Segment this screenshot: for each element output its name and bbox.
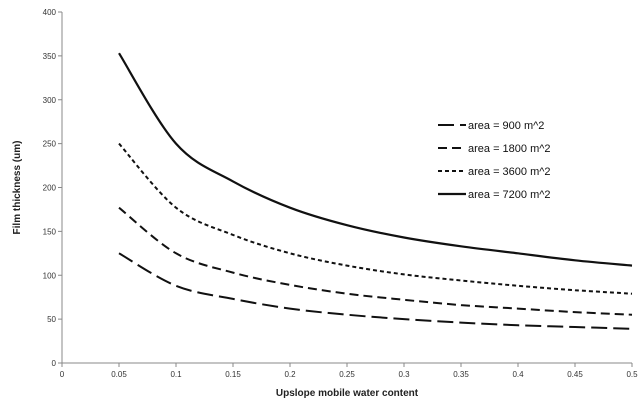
y-tick-label: 300	[43, 96, 57, 105]
series-line-2	[118, 206, 633, 316]
y-tick-label: 0	[52, 359, 57, 368]
y-tick-label: 100	[43, 271, 57, 280]
y-tick-label: 400	[43, 8, 57, 17]
x-tick-label: 0.25	[339, 370, 355, 379]
x-tick-label: 0.45	[567, 370, 583, 379]
series-line-4	[118, 52, 633, 267]
x-tick-label: 0.1	[170, 370, 182, 379]
x-tick-label: 0.4	[512, 370, 524, 379]
x-tick-label: 0.2	[284, 370, 296, 379]
legend-label-3: area = 3600 m^2	[468, 166, 551, 178]
y-axis-title: Film thickness (um)	[12, 141, 23, 235]
plot-series	[118, 52, 633, 330]
series-line-3	[118, 142, 633, 295]
legend-label-4: area = 7200 m^2	[468, 189, 551, 201]
legend-label-1: area = 900 m^2	[468, 120, 544, 132]
y-tick-label: 200	[43, 184, 57, 193]
legend-label-2: area = 1800 m^2	[468, 143, 551, 155]
legend: area = 900 m^2 area = 1800 m^2 area = 3600…	[438, 120, 551, 201]
y-tick-label: 150	[43, 227, 57, 236]
y-tick-label: 350	[43, 52, 57, 61]
series-line-1	[118, 252, 633, 330]
x-tick-label: 0.5	[626, 370, 638, 379]
x-tick-label: 0.05	[111, 370, 127, 379]
axes: 0 50 100 150 200 250 300 350 400 0 0.05 0.1 0.15 0.2 0…	[43, 8, 638, 379]
x-axis-title: Upslope mobile water content	[276, 388, 419, 399]
x-tick-label: 0.35	[453, 370, 469, 379]
y-tick-label: 50	[47, 315, 56, 324]
x-tick-label: 0	[60, 370, 65, 379]
x-tick-label: 0.15	[225, 370, 241, 379]
x-tick-label: 0.3	[398, 370, 410, 379]
y-tick-label: 250	[43, 140, 57, 149]
